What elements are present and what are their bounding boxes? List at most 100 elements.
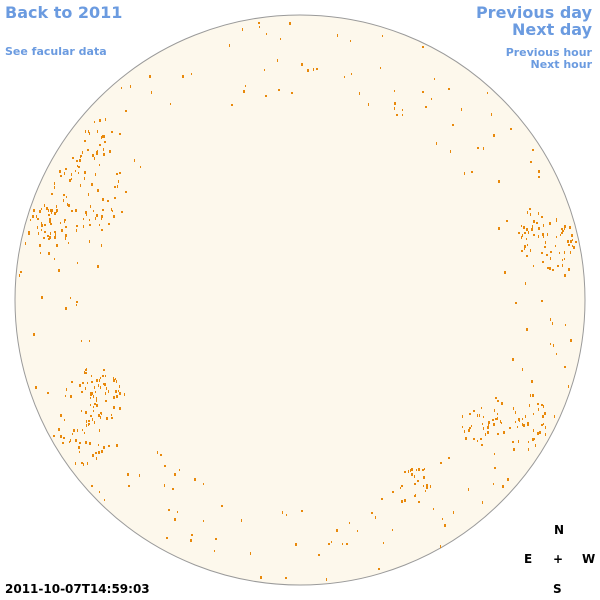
facula	[527, 422, 529, 424]
facula	[92, 418, 93, 421]
facula	[88, 423, 89, 426]
facula	[39, 210, 41, 213]
facula	[554, 415, 555, 418]
facula	[65, 226, 67, 228]
facula	[440, 462, 442, 464]
facula	[49, 218, 51, 220]
facula	[522, 368, 523, 371]
facula	[103, 446, 105, 449]
facula	[530, 394, 531, 397]
facula	[539, 431, 541, 434]
facula	[535, 444, 536, 447]
facula	[543, 405, 544, 408]
facula	[54, 182, 55, 185]
facula	[98, 414, 100, 417]
facula	[556, 218, 557, 221]
facula	[101, 450, 103, 453]
back-link[interactable]: Back to 2011	[5, 3, 123, 22]
facula	[221, 505, 223, 507]
facula	[37, 226, 38, 229]
facula	[562, 230, 564, 232]
facula	[318, 554, 320, 556]
facula	[104, 383, 106, 386]
facula	[168, 509, 170, 511]
facula	[96, 379, 98, 382]
facula	[113, 377, 114, 379]
facula	[125, 110, 127, 112]
facula	[553, 344, 554, 347]
facula	[70, 297, 71, 299]
facula	[350, 40, 351, 42]
facula	[518, 232, 520, 234]
facula	[50, 232, 51, 235]
facula	[84, 177, 85, 180]
facula	[65, 237, 66, 240]
facula	[561, 228, 563, 230]
facula	[453, 511, 454, 514]
facula	[116, 444, 118, 447]
facula	[301, 510, 303, 512]
facula	[44, 231, 46, 233]
previous-day-link[interactable]: Previous day	[475, 3, 592, 22]
facula	[414, 475, 415, 478]
facula	[401, 500, 403, 503]
facula	[570, 240, 572, 243]
facula	[58, 269, 60, 272]
previous-hour-link[interactable]: Previous hour	[505, 46, 592, 59]
facula	[78, 446, 80, 449]
facula	[177, 511, 178, 513]
facula	[54, 231, 56, 233]
facula	[537, 403, 539, 405]
facula	[495, 418, 497, 420]
facula	[41, 208, 42, 210]
next-hour-link[interactable]: Next hour	[530, 58, 593, 71]
facula	[64, 219, 66, 221]
facula	[53, 435, 55, 437]
facula	[89, 219, 90, 221]
facula	[66, 196, 67, 198]
facula	[401, 485, 403, 487]
facula	[526, 255, 528, 257]
faculae	[19, 22, 577, 581]
facula	[54, 258, 55, 260]
facula	[500, 420, 501, 423]
facula	[81, 340, 82, 342]
facula	[49, 236, 50, 238]
facula	[103, 148, 104, 151]
facula	[564, 227, 565, 230]
facula	[524, 232, 526, 234]
facula	[134, 159, 135, 162]
timestamp: 2011-10-07T14:59:03	[5, 582, 150, 596]
facula	[481, 444, 483, 446]
facula	[99, 119, 101, 122]
facula	[130, 85, 131, 88]
facula	[170, 103, 171, 105]
facula	[473, 438, 475, 440]
facula	[410, 469, 411, 472]
facula	[562, 259, 563, 261]
facula	[99, 379, 100, 382]
facula	[414, 483, 416, 485]
facula	[63, 199, 64, 202]
facula	[79, 159, 81, 162]
facula	[71, 210, 73, 212]
next-day-link[interactable]: Next day	[512, 20, 592, 39]
facula	[101, 412, 102, 415]
facula	[464, 430, 465, 433]
facula	[507, 478, 509, 481]
facula	[111, 414, 112, 416]
facula	[118, 180, 119, 183]
facula	[93, 210, 94, 212]
facula	[436, 142, 437, 145]
facula	[182, 75, 184, 78]
facula	[105, 392, 106, 394]
facula	[71, 178, 72, 180]
facula	[100, 386, 101, 389]
facula	[400, 487, 401, 489]
facular-link[interactable]: See facular data	[5, 45, 107, 58]
facula	[33, 333, 35, 336]
solar-disk	[14, 14, 586, 586]
facula	[117, 185, 118, 188]
facula	[533, 413, 534, 415]
facula	[91, 381, 93, 383]
